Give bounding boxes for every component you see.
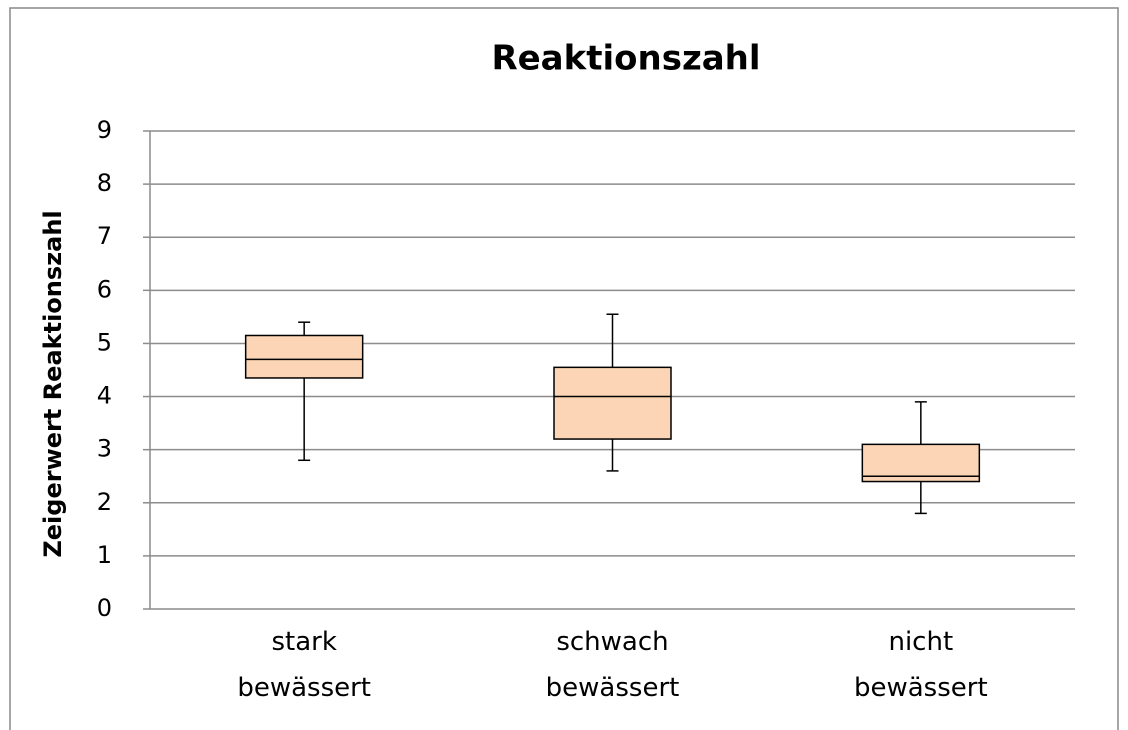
box: [244, 334, 364, 379]
box: [553, 366, 672, 440]
x-tick-label-line: stark: [271, 627, 336, 657]
x-tick-label-line: bewässert: [854, 673, 988, 703]
y-tick-label: 4: [97, 382, 112, 410]
y-tick-label: 1: [97, 541, 112, 569]
y-tick-label: 6: [97, 275, 112, 303]
x-tick-label-line: bewässert: [546, 673, 680, 703]
x-tick-label: nicht bewässert: [854, 627, 988, 703]
y-tick-label: 7: [97, 222, 112, 250]
y-tick-label: 2: [97, 488, 112, 516]
y-tick-label: 0: [97, 594, 112, 622]
x-tick-label-line: nicht: [888, 627, 953, 657]
x-tick-label: stark bewässert: [237, 627, 371, 703]
x-tick-label: schwach bewässert: [546, 627, 680, 703]
x-tick-label-line: schwach: [556, 627, 668, 657]
y-axis-label: Zeigerwert Reaktionszahl: [39, 210, 67, 557]
y-tick-label: 3: [97, 435, 112, 463]
chart-title: Reaktionszahl: [491, 39, 760, 79]
box: [861, 443, 981, 483]
y-tick-label: 9: [97, 116, 112, 144]
y-tick-label: 8: [97, 169, 112, 197]
x-tick-label-line: bewässert: [237, 673, 371, 703]
y-tick-label: 5: [97, 328, 112, 356]
